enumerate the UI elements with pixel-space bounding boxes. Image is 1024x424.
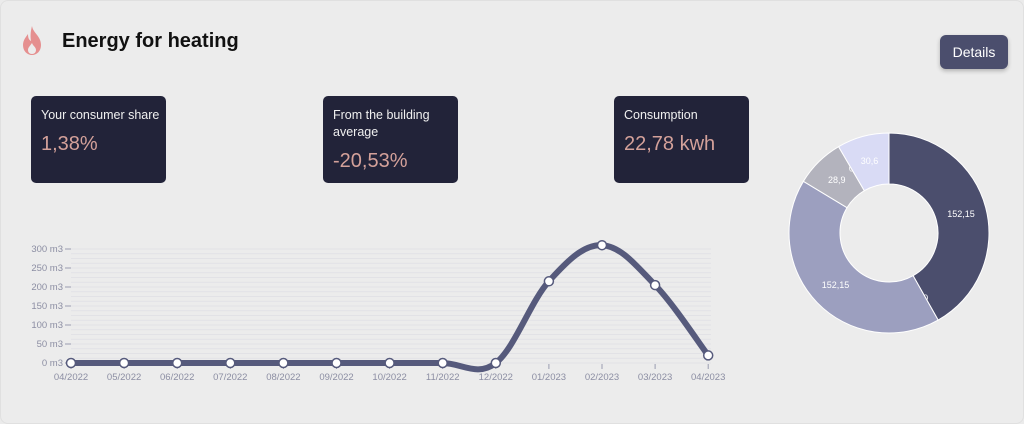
data-point[interactable] bbox=[118, 357, 130, 369]
stat-label: From the building average bbox=[333, 108, 430, 139]
y-tick-label: 300 m3 bbox=[31, 244, 63, 255]
slice-label: 152,15 bbox=[822, 280, 850, 290]
stat-consumption: Consumption 22,78 kwh bbox=[614, 96, 749, 183]
donut-slice[interactable] bbox=[888, 132, 990, 321]
stat-value: 1,38% bbox=[41, 133, 98, 155]
data-point[interactable] bbox=[278, 357, 289, 369]
slice-label: 30,6 bbox=[861, 156, 879, 166]
slice-label: 28,9 bbox=[828, 175, 846, 185]
x-tick-label: 10/2022 bbox=[372, 372, 406, 383]
x-tick-label: 05/2022 bbox=[107, 372, 141, 383]
y-tick-label: 100 m3 bbox=[31, 320, 63, 331]
x-tick-label: 04/2022 bbox=[54, 372, 88, 383]
data-point[interactable] bbox=[437, 357, 448, 369]
slice-label: 152,15 bbox=[947, 209, 975, 219]
y-tick-label: 50 m3 bbox=[37, 339, 63, 350]
x-tick-label: 06/2022 bbox=[160, 372, 194, 383]
flame-icon bbox=[23, 26, 41, 55]
stat-value: -20,53% bbox=[333, 150, 408, 172]
x-tick-label: 11/2022 bbox=[426, 372, 460, 383]
data-point[interactable] bbox=[225, 357, 236, 369]
stat-value: 22,78 kwh bbox=[624, 133, 716, 155]
x-tick-label: 02/2023 bbox=[585, 372, 619, 383]
x-tick-label: 04/2023 bbox=[691, 372, 725, 383]
data-point[interactable] bbox=[596, 239, 608, 251]
data-point[interactable] bbox=[490, 357, 502, 369]
details-button[interactable]: Details bbox=[940, 35, 1008, 69]
data-point[interactable] bbox=[702, 350, 714, 361]
stat-label: Your consumer share bbox=[41, 108, 160, 122]
y-tick-label: 200 m3 bbox=[31, 282, 63, 293]
data-point[interactable] bbox=[384, 357, 395, 369]
x-tick-label: 07/2022 bbox=[213, 372, 247, 383]
donut-slice[interactable] bbox=[837, 132, 890, 192]
series-line bbox=[68, 242, 712, 373]
data-point[interactable] bbox=[543, 276, 555, 287]
y-tick-label: 150 m3 bbox=[31, 301, 63, 312]
stat-building-average: From the building average -20,53% bbox=[323, 96, 458, 183]
y-tick-label: 0 m3 bbox=[42, 358, 63, 369]
x-tick-label: 09/2022 bbox=[319, 372, 353, 383]
data-point[interactable] bbox=[649, 279, 661, 291]
data-point[interactable] bbox=[171, 357, 183, 369]
x-tick-label: 01/2023 bbox=[532, 372, 566, 383]
consumption-line-chart: 0 m3 50 m3 100 m3 150 m3 200 m3 250 m3 300 m3 0… bbox=[31, 239, 725, 383]
donut-slice[interactable] bbox=[788, 180, 939, 334]
data-point[interactable] bbox=[331, 357, 342, 369]
y-tick-label: 250 m3 bbox=[31, 263, 63, 274]
stat-consumer-share: Your consumer share 1,38% bbox=[31, 96, 166, 183]
page-title: Energy for heating bbox=[62, 30, 239, 52]
x-tick-label: 08/2022 bbox=[266, 372, 300, 383]
x-tick-label: 03/2023 bbox=[638, 372, 672, 383]
x-tick-label: 12/2022 bbox=[479, 372, 513, 383]
data-point[interactable] bbox=[65, 357, 77, 369]
stat-label: Consumption bbox=[624, 108, 698, 122]
